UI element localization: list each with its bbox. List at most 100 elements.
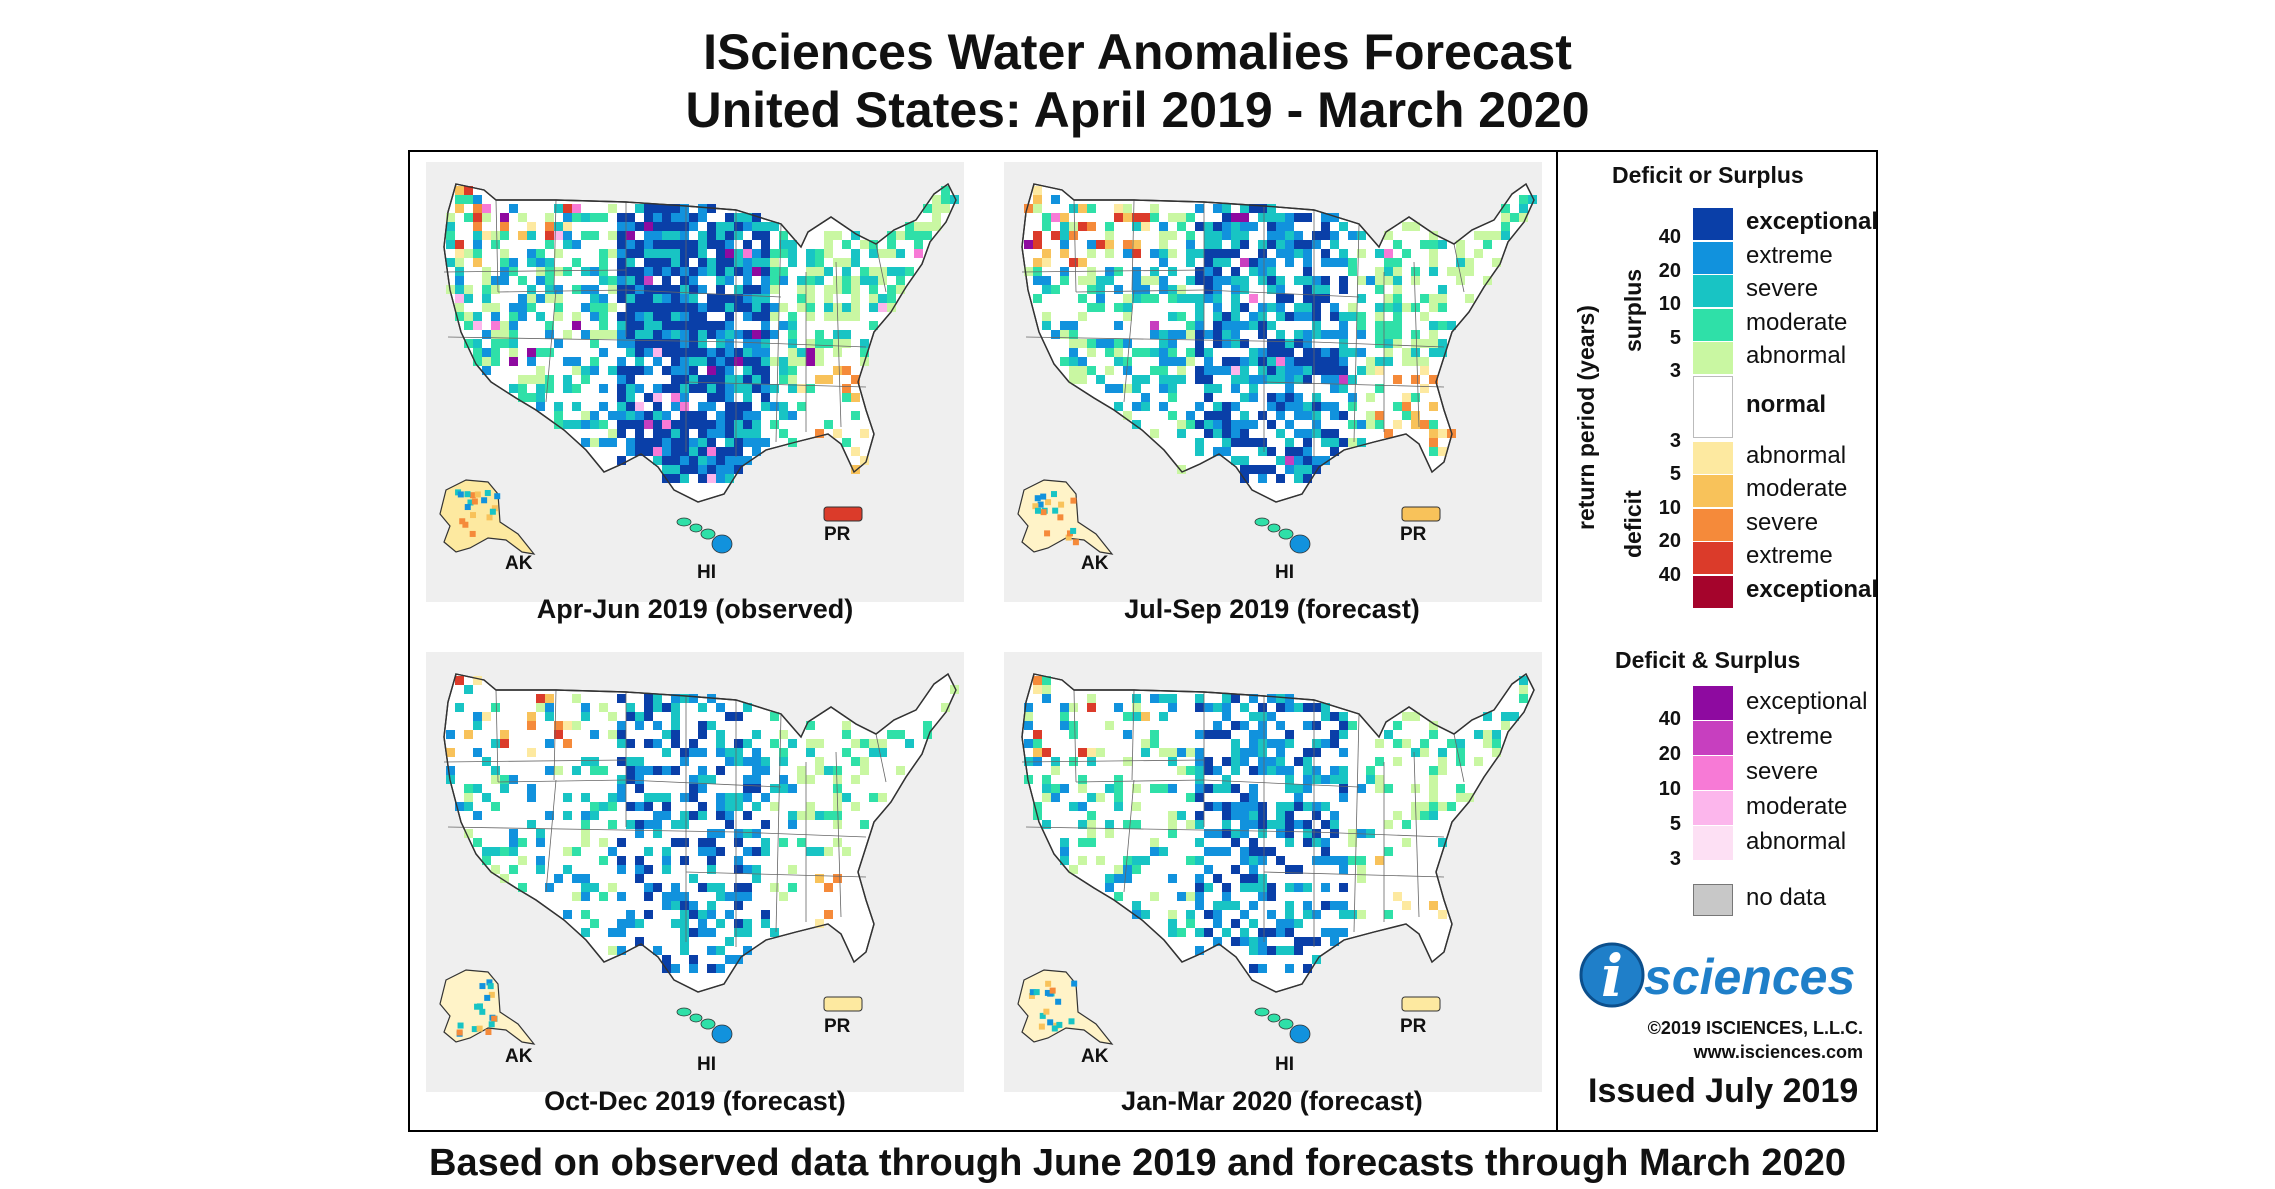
map-panel-jul-sep-2019 (1004, 162, 1542, 602)
anomaly-cells (1024, 676, 1528, 973)
hawaii-island (700, 1018, 716, 1030)
puerto-rico-inset (823, 506, 863, 522)
title-line-1: ISciences Water Anomalies Forecast (703, 24, 1572, 80)
legend-label-surplus-exceptional: exceptional (1746, 208, 1879, 235)
legend-swatch-deficit-abnormal (1693, 441, 1733, 474)
map-canvas (1017, 672, 1535, 1045)
legend-label-normal: normal (1746, 390, 1827, 418)
legend-number-both: 40 (1658, 708, 1681, 730)
legend-label-both-moderate: moderate (1746, 793, 1848, 820)
label-hawaii: HI (1275, 562, 1294, 583)
legend-label-both-severe: severe (1746, 758, 1819, 785)
legend-number-deficit: 40 (1658, 563, 1681, 586)
map-panel-jan-mar-2020 (1004, 652, 1542, 1092)
hawaii-island (1267, 523, 1281, 533)
hawaii-island (711, 534, 733, 554)
isciences-logo: i sciences (1579, 942, 1855, 1010)
legend-number-deficit: 10 (1658, 496, 1681, 519)
map-canvas (439, 672, 959, 1045)
hawaii-island (711, 1024, 733, 1044)
legend-label-both-extreme: extreme (1746, 723, 1833, 750)
label-alaska: AK (505, 1046, 533, 1067)
legend-number-surplus: 10 (1658, 293, 1681, 315)
label-puerto-rico: PR (824, 1016, 851, 1037)
label-hawaii: HI (1275, 1054, 1294, 1075)
hawaii-island (1254, 517, 1270, 527)
legend-label-both-exceptional: exceptional (1746, 688, 1868, 715)
legend-swatch-deficit-severe (1693, 508, 1733, 541)
legend-label-deficit-moderate: moderate (1746, 475, 1848, 502)
map-panel-oct-dec-2019 (426, 652, 964, 1092)
legend-label-deficit-extreme: extreme (1746, 542, 1833, 569)
label-puerto-rico: PR (1400, 1016, 1427, 1037)
legend-number-both: 10 (1658, 778, 1681, 800)
legend-number-deficit: 5 (1669, 463, 1681, 485)
issued-date: Issued July 2019 (1588, 1072, 1859, 1110)
website: www.isciences.com (1693, 1042, 1863, 1062)
legend-label-deficit-exceptional: exceptional (1746, 575, 1879, 603)
legend-heading-deficit-or-surplus: Deficit or Surplus (1612, 162, 1804, 188)
legend-axis-label: return period (years) (1573, 305, 1599, 530)
hawaii-island (700, 528, 716, 540)
hawaii-island (1267, 1013, 1281, 1023)
copyright: ©2019 ISCIENCES, L.L.C. (1647, 1018, 1863, 1038)
caption-panel-4: Jan-Mar 2020 (forecast) (1121, 1086, 1423, 1116)
caption-panel-2: Jul-Sep 2019 (forecast) (1124, 594, 1420, 624)
legend-label-surplus-moderate: moderate (1746, 308, 1848, 336)
hawaii-island (689, 523, 703, 533)
legend-swatch-both-exceptional (1693, 686, 1733, 720)
legend-swatch-surplus-abnormal (1693, 342, 1733, 374)
legend-number-deficit: 20 (1658, 530, 1681, 552)
legend-label-deficit-severe: severe (1746, 508, 1819, 536)
legend-number-surplus: 20 (1658, 259, 1681, 282)
svg-text:sciences: sciences (1644, 949, 1855, 1005)
alaska-inset (1017, 969, 1114, 1045)
anomaly-cells (446, 186, 959, 483)
legend-number-both: 5 (1669, 813, 1681, 835)
legend-label-surplus-abnormal: abnormal (1746, 342, 1847, 369)
legend-swatch-deficit-exceptional (1693, 575, 1733, 608)
legend-number-surplus: 3 (1669, 360, 1681, 382)
legend-number-surplus: 5 (1669, 326, 1681, 349)
legend-number-deficit: 3 (1669, 429, 1681, 452)
legend-swatch-no-data (1693, 884, 1733, 916)
hawaii-island (1278, 528, 1294, 540)
legend-number-both: 3 (1669, 848, 1681, 870)
label-puerto-rico: PR (824, 524, 851, 545)
hawaii-island (689, 1013, 703, 1023)
label-hawaii: HI (697, 562, 716, 583)
legend-swatch-both-extreme (1693, 721, 1733, 755)
label-alaska: AK (505, 553, 533, 574)
hawaii-island (676, 1007, 692, 1017)
anomaly-cells (446, 676, 959, 973)
caption-panel-3: Oct-Dec 2019 (forecast) (544, 1086, 846, 1116)
legend-heading-deficit-and-surplus: Deficit & Surplus (1615, 647, 1801, 673)
legend-swatch-both-severe (1693, 756, 1733, 790)
legend-label-both-abnormal: abnormal (1746, 828, 1847, 855)
hawaii-island (676, 517, 692, 527)
legend-label-no-data: no data (1746, 884, 1827, 911)
figure-frame (408, 150, 1878, 1132)
puerto-rico-inset (1401, 506, 1441, 522)
hawaii-island (1278, 1018, 1294, 1030)
svg-text:i: i (1601, 942, 1623, 1010)
map-canvas (439, 182, 959, 555)
label-alaska: AK (1081, 1046, 1109, 1067)
legend-swatch-surplus-moderate (1693, 308, 1733, 341)
legend-number-both: 20 (1658, 743, 1681, 765)
anomaly-cells (1024, 186, 1537, 483)
alaska-inset (1017, 479, 1114, 555)
hawaii-island (1254, 1007, 1270, 1017)
legend-divider (1556, 150, 1558, 1132)
legend-number-surplus: 40 (1658, 226, 1681, 248)
map-panel-apr-jun-2019 (426, 162, 964, 602)
legend-swatch-both-moderate (1693, 791, 1733, 825)
legend-swatch-both-abnormal (1693, 826, 1733, 860)
label-puerto-rico: PR (1400, 524, 1427, 545)
map-canvas (1017, 182, 1537, 555)
label-alaska: AK (1081, 553, 1109, 574)
legend-swatch-normal (1693, 375, 1733, 438)
legend-label-surplus-extreme: extreme (1746, 241, 1833, 269)
legend-swatch-deficit-moderate (1693, 475, 1733, 507)
legend-swatch-surplus-severe (1693, 275, 1733, 307)
